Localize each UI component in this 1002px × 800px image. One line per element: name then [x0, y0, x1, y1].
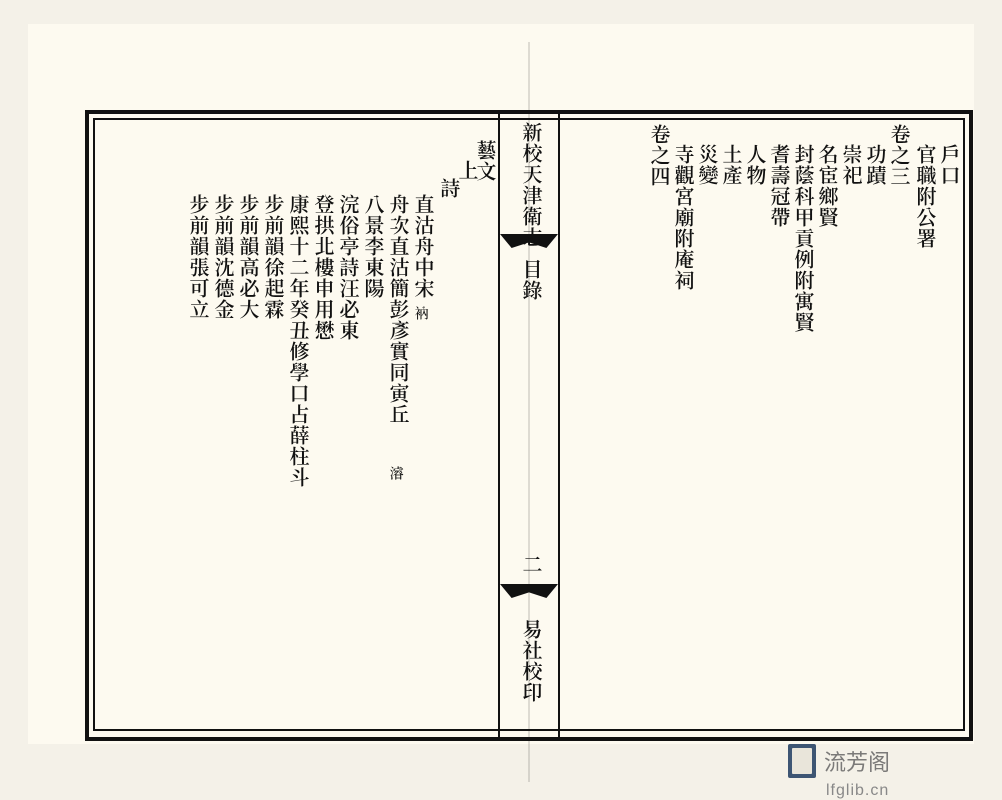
spine-rule-left — [498, 110, 500, 741]
left-col-10: 康熙十二年癸丑修學口占薛柱斗 — [289, 194, 310, 488]
left-col-14: 步前韻張可立 — [189, 194, 210, 320]
right-col-1: 官職附公署 — [916, 144, 937, 249]
right-col-6: 封蔭科甲貢例附寓賢 — [794, 144, 815, 333]
left-col-8: 浣俗亭詩汪必東 — [339, 194, 360, 341]
right-col-10: 災變 — [698, 144, 719, 186]
inner-frame-left — [93, 118, 95, 731]
watermark: 流芳阁 — [788, 744, 890, 778]
right-col-5: 名宦鄉賢 — [818, 144, 839, 228]
right-col-2: 卷之三 — [890, 124, 911, 187]
left-col-2: 詩 — [440, 178, 461, 199]
frame-top — [85, 110, 973, 114]
inner-frame-top — [93, 118, 965, 120]
spine-title: 新校天津衛志 — [515, 122, 543, 248]
inner-frame-right — [963, 118, 965, 731]
spine-section: 目錄 — [515, 259, 543, 301]
right-col-11: 寺觀宮廟附庵祠 — [674, 144, 695, 291]
watermark-text: 流芳阁 — [824, 745, 890, 777]
left-col-5: 舟次直沽簡彭彥實同寅丘 — [389, 194, 410, 425]
spine-printer: 易社校印 — [515, 619, 543, 703]
left-col-12: 步前韻高必大 — [239, 194, 260, 320]
frame-right — [969, 110, 973, 741]
inner-frame-bottom — [93, 729, 965, 731]
left-col-11: 步前韻徐起霖 — [264, 194, 285, 320]
left-col-6: 濬 — [389, 466, 404, 481]
left-col-7: 八景李東陽 — [364, 194, 385, 299]
watermark-url: lfglib.cn — [826, 782, 889, 800]
left-col-3: 直沽舟中宋 — [414, 194, 435, 299]
frame-bottom — [85, 737, 973, 741]
right-col-7: 耆壽冠帶 — [770, 144, 791, 228]
right-col-3: 功蹟 — [866, 144, 887, 186]
right-col-9: 土產 — [722, 144, 743, 186]
right-col-8: 人物 — [746, 144, 767, 186]
left-col-9: 登拱北樓申用懋 — [314, 194, 335, 341]
left-col-4: 衲 — [414, 306, 429, 321]
paper-sheet: 新校天津衛志 目錄 二 易社校印 戶口官職附公署卷之三功蹟崇祀名宦鄉賢封蔭科甲貢… — [28, 24, 974, 744]
left-col-13: 步前韻沈德金 — [214, 194, 235, 320]
spine-page-number: 二 — [515, 554, 543, 575]
right-col-4: 崇祀 — [842, 144, 863, 186]
right-col-12: 卷之四 — [650, 124, 671, 187]
frame-left — [85, 110, 89, 741]
right-col-0: 戶口 — [940, 144, 961, 186]
book-icon — [788, 744, 816, 778]
spine-rule-right — [558, 110, 560, 741]
